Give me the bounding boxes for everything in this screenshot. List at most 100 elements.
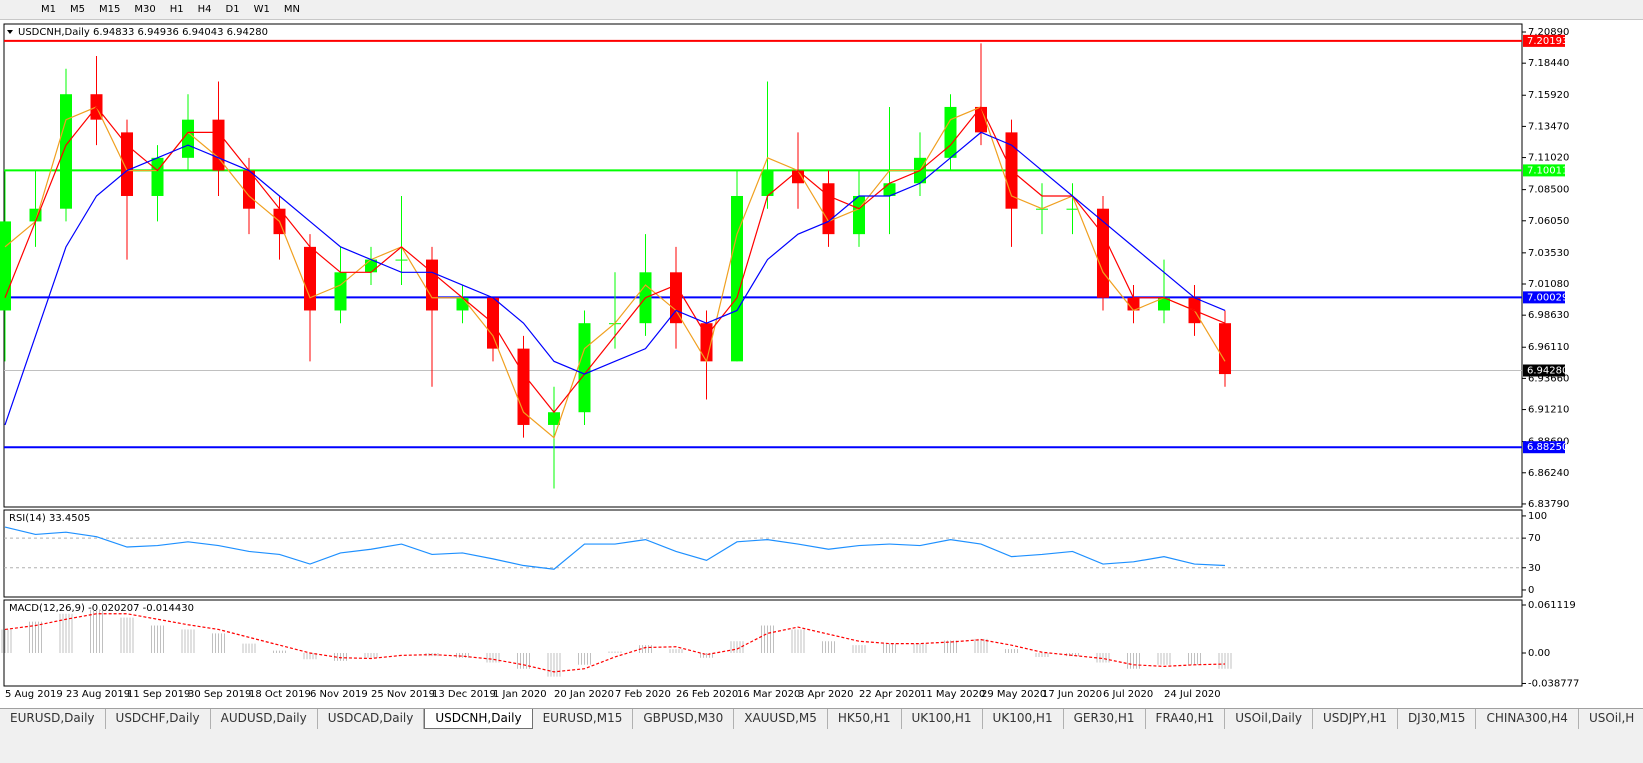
candle-body bbox=[731, 195, 743, 362]
y-tick-label: 7.06050 bbox=[1528, 216, 1569, 227]
x-tick-label: 13 Dec 2019 bbox=[432, 689, 496, 700]
level-label-box bbox=[1523, 34, 1565, 47]
chart-tab[interactable]: HK50,H1 bbox=[828, 709, 902, 729]
chart-tab[interactable]: USDCHF,Daily bbox=[106, 709, 211, 729]
chart-tab[interactable]: USOil,H bbox=[1579, 709, 1643, 729]
pane-title: USDCNH,Daily 6.94833 6.94936 6.94043 6.9… bbox=[18, 27, 268, 38]
x-tick-label: 6 Jul 2020 bbox=[1103, 689, 1153, 700]
chart-tab[interactable]: FRA40,H1 bbox=[1146, 709, 1226, 729]
chart-tab[interactable]: XAUUSD,M5 bbox=[734, 709, 828, 729]
timeframe-button[interactable]: M1 bbox=[41, 4, 56, 15]
moving-average bbox=[4, 131, 1226, 426]
x-tick-label: 5 Aug 2019 bbox=[5, 689, 63, 700]
chart-tab[interactable]: USDJPY,H1 bbox=[1313, 709, 1398, 729]
candle-body bbox=[548, 412, 560, 425]
level-label: 7.10011 bbox=[1527, 165, 1568, 176]
y-tick-label: 100 bbox=[1528, 511, 1547, 522]
pane-frame bbox=[3, 599, 1523, 687]
chart-tab[interactable]: AUDUSD,Daily bbox=[211, 709, 318, 729]
timeframe-button[interactable]: M5 bbox=[70, 4, 85, 15]
pane-frame bbox=[3, 509, 1523, 598]
candle-body bbox=[670, 272, 682, 324]
timeframe-button[interactable]: M15 bbox=[99, 4, 121, 15]
timeframe-button[interactable]: D1 bbox=[225, 4, 240, 15]
x-tick-label: 24 Jul 2020 bbox=[1164, 689, 1221, 700]
y-tick-label: 7.03530 bbox=[1528, 248, 1569, 259]
x-tick-label: 23 Aug 2019 bbox=[66, 689, 130, 700]
y-tick-label: 6.86240 bbox=[1528, 468, 1569, 479]
candle-body bbox=[1219, 323, 1231, 375]
chart-tab[interactable]: DJ30,M15 bbox=[1398, 709, 1477, 729]
rsi-line bbox=[4, 526, 1226, 570]
x-tick-label: 16 Mar 2020 bbox=[737, 689, 800, 700]
y-tick-label: 7.13470 bbox=[1528, 121, 1569, 132]
x-tick-label: 17 Jun 2020 bbox=[1042, 689, 1102, 700]
chart-tab[interactable]: USDCAD,Daily bbox=[318, 709, 425, 729]
level-label-box bbox=[1523, 291, 1565, 304]
candle-body bbox=[182, 119, 194, 158]
x-tick-label: 30 Sep 2019 bbox=[188, 689, 251, 700]
candle-body bbox=[1158, 297, 1170, 311]
x-tick-label: 11 Sep 2019 bbox=[127, 689, 190, 700]
timeframe-button[interactable]: H4 bbox=[197, 4, 212, 15]
x-tick-label: 7 Feb 2020 bbox=[615, 689, 671, 700]
y-tick-label: 6.83790 bbox=[1528, 499, 1569, 510]
pane-title: MACD(12,26,9) -0.020207 -0.014430 bbox=[9, 603, 194, 614]
x-tick-label: 20 Jan 2020 bbox=[554, 689, 614, 700]
candle-body bbox=[395, 259, 408, 261]
moving-average bbox=[4, 105, 1226, 414]
moving-average bbox=[4, 106, 1226, 439]
x-tick-label: 1 Jan 2020 bbox=[493, 689, 547, 700]
chart-tab[interactable]: USOil,Daily bbox=[1225, 709, 1313, 729]
candle-body bbox=[304, 246, 316, 311]
y-tick-label: 0.00 bbox=[1528, 648, 1550, 659]
timeframe-button[interactable]: M30 bbox=[134, 4, 156, 15]
chart-tab[interactable]: CHINA300,H4 bbox=[1476, 709, 1579, 729]
y-tick-label: 7.18440 bbox=[1528, 58, 1569, 69]
timeframe-button[interactable]: H1 bbox=[169, 4, 184, 15]
y-tick-label: -0.038777 bbox=[1528, 678, 1579, 689]
timeframe-button[interactable]: MN bbox=[283, 4, 300, 15]
level-label-box bbox=[1523, 441, 1565, 454]
x-tick-label: 3 Apr 2020 bbox=[798, 689, 853, 700]
y-tick-label: 6.93660 bbox=[1528, 373, 1569, 384]
chart-tab[interactable]: USDCNH,Daily bbox=[424, 709, 533, 729]
chart-tab[interactable]: EURUSD,Daily bbox=[0, 709, 106, 729]
level-label-box bbox=[1523, 364, 1565, 377]
candle-body bbox=[334, 272, 347, 311]
candle-body bbox=[0, 221, 11, 311]
y-tick-label: 6.96110 bbox=[1528, 342, 1569, 353]
timeframe-toolbar: M1 M5 M15 M30 H1 H4 D1 W1 MN bbox=[0, 0, 1643, 20]
y-tick-label: 7.11020 bbox=[1528, 153, 1569, 164]
timeframe-button[interactable]: W1 bbox=[253, 4, 270, 15]
signal-line bbox=[4, 613, 1226, 673]
chart-tab[interactable]: GBPUSD,M30 bbox=[633, 709, 735, 729]
candle-body bbox=[761, 170, 774, 196]
candle-body bbox=[121, 132, 133, 196]
candle-body bbox=[944, 106, 957, 158]
level-label-box bbox=[1523, 164, 1565, 177]
y-tick-label: 0 bbox=[1528, 585, 1534, 596]
y-tick-label: 7.01080 bbox=[1528, 279, 1569, 290]
level-label: 7.00029 bbox=[1527, 292, 1568, 303]
candle-body bbox=[60, 94, 72, 209]
y-tick-label: 30 bbox=[1528, 563, 1541, 574]
candle-body bbox=[822, 183, 835, 235]
x-tick-label: 25 Nov 2019 bbox=[371, 689, 435, 700]
chart-tab[interactable]: UK100,H1 bbox=[983, 709, 1064, 729]
y-tick-label: 7.15920 bbox=[1528, 90, 1569, 101]
candle-body bbox=[1066, 208, 1079, 210]
chart-tab[interactable]: UK100,H1 bbox=[902, 709, 983, 729]
candle-body bbox=[426, 259, 438, 311]
y-tick-label: 7.20890 bbox=[1528, 27, 1569, 38]
status-area bbox=[0, 729, 1643, 763]
chart-tab[interactable]: GER30,H1 bbox=[1064, 709, 1146, 729]
pane-title: RSI(14) 33.4505 bbox=[9, 513, 90, 524]
x-tick-label: 26 Feb 2020 bbox=[676, 689, 738, 700]
y-tick-label: 6.98630 bbox=[1528, 310, 1569, 321]
chart-window: USDCNH,Daily 6.94833 6.94936 6.94043 6.9… bbox=[0, 23, 1579, 700]
x-tick-label: 22 Apr 2020 bbox=[859, 689, 921, 700]
candle-body bbox=[456, 297, 469, 311]
chart-tab[interactable]: EURUSD,M15 bbox=[533, 709, 634, 729]
